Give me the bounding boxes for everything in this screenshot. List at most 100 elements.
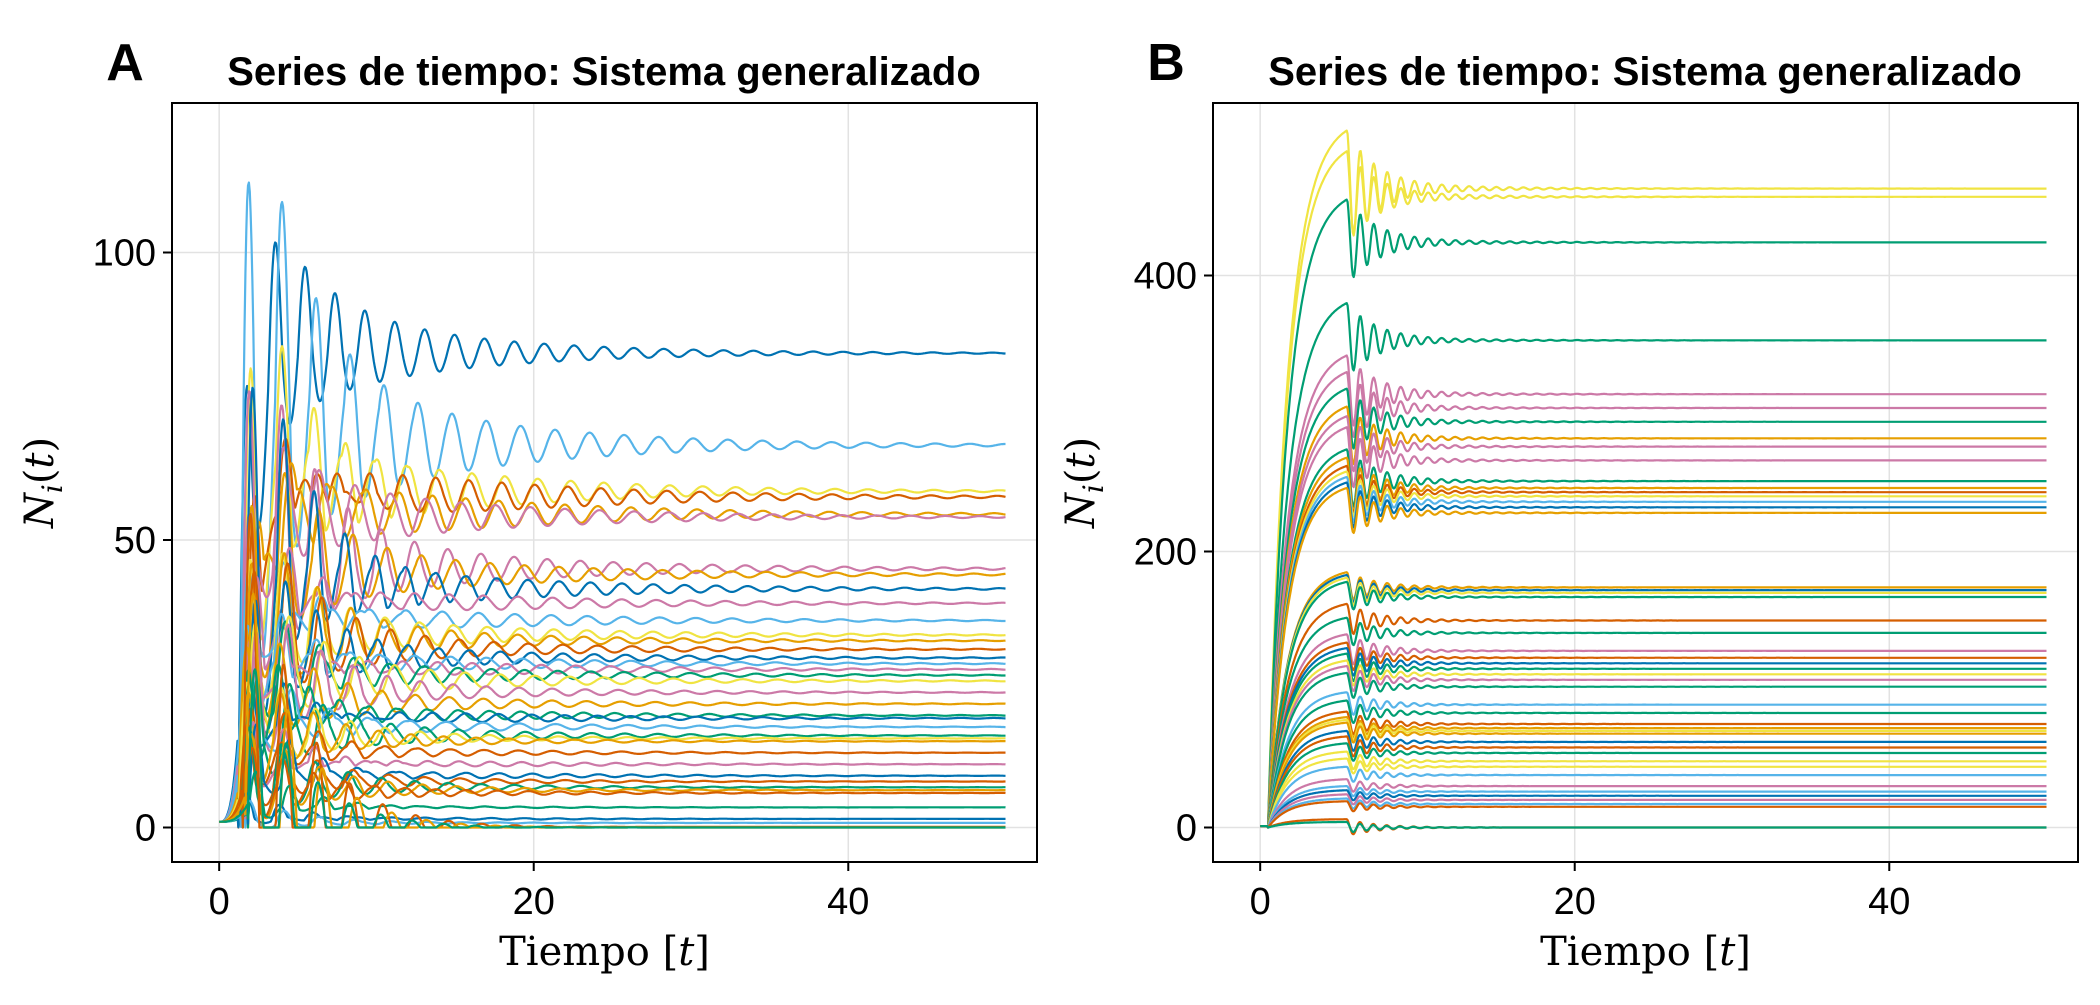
series-line: [1259, 664, 2047, 829]
series-line: [219, 746, 1006, 823]
series-line: [219, 691, 1006, 823]
series-line: [1259, 464, 2047, 829]
series-line: [1259, 699, 2047, 829]
series-line: [219, 615, 1006, 829]
series-line: [1259, 652, 2047, 829]
series-line: [219, 770, 1006, 823]
series-line: [1259, 757, 2047, 829]
series-line: [1259, 475, 2047, 829]
series-line: [1259, 354, 2047, 829]
series-line: [1259, 580, 2047, 829]
series-line: [1259, 470, 2047, 829]
series-line: [1259, 573, 2047, 829]
series-line: [219, 386, 1006, 823]
series-line: [219, 626, 1006, 823]
plot-frame: [1212, 102, 2079, 863]
series-line: [1259, 641, 2047, 829]
series-line: [1259, 742, 2047, 829]
series-line: [219, 241, 1006, 823]
series-line: [1259, 150, 2047, 829]
series-line: [1259, 778, 2047, 829]
series-group: [1259, 129, 2047, 836]
series-line: [219, 726, 1006, 823]
series-line: [1259, 387, 2047, 829]
series-line: [219, 663, 1006, 823]
series-line: [1259, 820, 2047, 834]
x-tick-label: 20: [1554, 881, 1596, 923]
series-line: [1259, 721, 2047, 829]
series-line: [219, 682, 1006, 829]
x-tick-label: 40: [827, 881, 869, 923]
series-line: [219, 390, 1006, 823]
series-line: [219, 668, 1006, 829]
series-line: [219, 720, 1006, 823]
series-line: [219, 472, 1006, 823]
series-line: [1259, 302, 2047, 829]
series-line: [219, 723, 1006, 829]
series-line: [1259, 415, 2047, 829]
y-tick-label: 200: [1134, 532, 1197, 574]
series-line: [219, 620, 1006, 829]
series-line: [1259, 571, 2047, 829]
series-line: [1259, 800, 2047, 829]
y-axis-label: Ni(t): [17, 437, 69, 529]
series-line: [1259, 671, 2047, 829]
series-line: [1259, 633, 2047, 829]
series-line: [1259, 426, 2047, 829]
y-tick-label: 0: [1176, 808, 1197, 850]
series-line: [219, 580, 1006, 823]
series-line: [1259, 735, 2047, 829]
plot-frame: [171, 102, 1038, 863]
y-axis-label: Ni(t): [1058, 437, 1110, 529]
y-tick-label: 0: [135, 808, 156, 850]
series-line: [1259, 793, 2047, 829]
series-line: [219, 546, 1006, 823]
y-tick-label: 50: [114, 520, 156, 562]
chart-title: Series de tiempo: Sistema generalizado: [227, 50, 981, 94]
series-line: [1259, 405, 2047, 829]
series-line: [219, 561, 1006, 828]
series-line: [1259, 715, 2047, 829]
y-tick-label: 100: [93, 233, 156, 275]
series-line: [1259, 659, 2047, 829]
series-line: [1259, 729, 2047, 829]
series-line: [1259, 710, 2047, 829]
x-axis-label: Tiempo [t]: [499, 929, 710, 975]
series-line: [1259, 691, 2047, 829]
series-line: [1259, 576, 2047, 829]
series-line: [219, 181, 1006, 823]
series-group: [219, 181, 1006, 829]
x-axis-label: Tiempo [t]: [1540, 929, 1751, 975]
series-line: [1259, 750, 2047, 829]
x-tick-label: 0: [1250, 881, 1271, 923]
series-line: [219, 345, 1006, 823]
series-line: [219, 623, 1006, 823]
x-tick-label: 40: [1868, 881, 1910, 923]
series-line: [219, 799, 1006, 829]
chart-title: Series de tiempo: Sistema generalizado: [1268, 50, 2022, 94]
series-line: [1259, 784, 2047, 829]
series-line: [1259, 129, 2047, 829]
series-line: [219, 552, 1006, 829]
series-line: [1259, 602, 2047, 829]
series-line: [1259, 789, 2047, 829]
series-line: [219, 642, 1006, 823]
chart-panel-a: 0 20 40 0 50 100 A Series de tiempo: Sistema ge…: [17, 34, 1038, 975]
series-line: [1259, 371, 2047, 829]
series-line: [1259, 718, 2047, 829]
y-tick-label: 400: [1134, 256, 1197, 298]
series-line: [219, 732, 1006, 823]
series-line: [1259, 616, 2047, 829]
panel-letter: A: [106, 34, 144, 92]
x-tick-label: 20: [513, 881, 555, 923]
series-line: [1259, 486, 2047, 829]
series-line: [1259, 797, 2047, 829]
x-tick-label: 0: [209, 881, 230, 923]
series-line: [1259, 765, 2047, 829]
panel-letter: B: [1147, 34, 1185, 92]
series-line: [219, 446, 1006, 829]
series-line: [1259, 481, 2047, 829]
